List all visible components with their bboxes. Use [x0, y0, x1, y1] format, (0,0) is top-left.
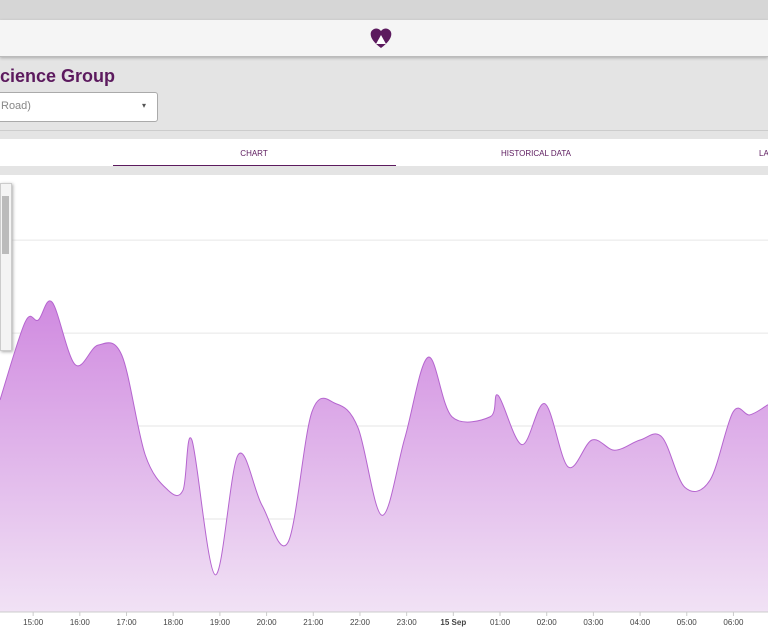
- tab-label[interactable]: HISTORICAL DATA: [501, 149, 571, 158]
- x-tick-label: 19:00: [210, 618, 231, 627]
- x-tick-label: 15 Sep: [440, 618, 466, 627]
- x-tick-label: 18:00: [163, 618, 184, 627]
- top-bar: [0, 0, 768, 20]
- scroll-thumb[interactable]: [2, 196, 9, 254]
- dropdown-arrow: ▾: [142, 101, 147, 110]
- divider: [0, 130, 768, 131]
- x-tick-label: 06:00: [723, 618, 744, 627]
- logo[interactable]: [368, 26, 394, 50]
- site-selector[interactable]: Road) ▾: [0, 92, 158, 122]
- area-fill: [0, 300, 768, 612]
- tab-chart[interactable]: [113, 139, 396, 166]
- x-tick-label: 05:00: [677, 618, 698, 627]
- x-tick-label: 22:00: [350, 618, 371, 627]
- tab-label[interactable]: LA: [759, 149, 768, 158]
- x-tick-label: 15:00: [23, 618, 44, 627]
- x-tick-label: 20:00: [257, 618, 278, 627]
- x-tick-label: 23:00: [397, 618, 418, 627]
- app-header: [0, 20, 768, 57]
- chart: 15:00 16:00 17:00 18:00 19:00 20:00 21:00 22:00…: [0, 175, 768, 644]
- page-title: cience Group: [0, 66, 116, 86]
- scroll-panel[interactable]: [0, 183, 12, 351]
- x-tick-label: 16:00: [70, 618, 91, 627]
- x-tick-label: 02:00: [537, 618, 558, 627]
- tab-label[interactable]: CHART: [240, 149, 268, 158]
- x-tick-label: 21:00: [303, 618, 324, 627]
- area-line: [0, 300, 768, 576]
- x-tick-label: 04:00: [630, 618, 651, 627]
- tab-bar: CHART HISTORICAL DATA LA: [0, 139, 768, 166]
- x-tick-label: 03:00: [583, 618, 604, 627]
- x-tick-label: 01:00: [490, 618, 511, 627]
- selector-value: Road): [1, 100, 31, 112]
- x-tick-label: 17:00: [117, 618, 138, 627]
